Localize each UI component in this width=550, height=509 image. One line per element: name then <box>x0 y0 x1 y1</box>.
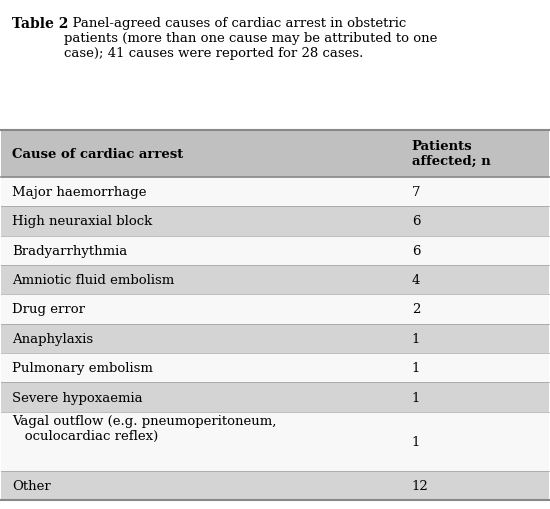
Text: 1: 1 <box>412 435 420 448</box>
Text: Table 2: Table 2 <box>12 17 69 31</box>
Text: 6: 6 <box>412 244 420 257</box>
Text: Amniotic fluid embolism: Amniotic fluid embolism <box>12 273 174 287</box>
Text: High neuraxial block: High neuraxial block <box>12 215 152 228</box>
Bar <box>2 236 548 265</box>
Text: 12: 12 <box>412 479 428 492</box>
Text: Panel-agreed causes of cardiac arrest in obstetric
patients (more than one cause: Panel-agreed causes of cardiac arrest in… <box>64 17 438 60</box>
Text: Severe hypoxaemia: Severe hypoxaemia <box>12 391 143 404</box>
Text: 1: 1 <box>412 361 420 375</box>
Bar <box>2 471 548 500</box>
Text: Other: Other <box>12 479 51 492</box>
Bar <box>2 412 548 471</box>
Text: 2: 2 <box>412 303 420 316</box>
Text: Anaphylaxis: Anaphylaxis <box>12 332 94 345</box>
Text: Cause of cardiac arrest: Cause of cardiac arrest <box>12 148 184 160</box>
Text: Bradyarrhythmia: Bradyarrhythmia <box>12 244 128 257</box>
Bar <box>2 295 548 324</box>
Bar <box>2 383 548 412</box>
Bar <box>2 207 548 236</box>
Text: 1: 1 <box>412 391 420 404</box>
Text: 4: 4 <box>412 273 420 287</box>
Text: Pulmonary embolism: Pulmonary embolism <box>12 361 153 375</box>
Text: 1: 1 <box>412 332 420 345</box>
Bar <box>2 178 548 207</box>
Bar <box>2 265 548 295</box>
Text: Major haemorrhage: Major haemorrhage <box>12 186 147 199</box>
Text: 7: 7 <box>412 186 420 199</box>
Text: Drug error: Drug error <box>12 303 85 316</box>
Bar <box>2 130 548 178</box>
Text: Vagal outflow (e.g. pneumoperitoneum,
   oculocardiac reflex): Vagal outflow (e.g. pneumoperitoneum, oc… <box>12 414 277 442</box>
Bar <box>2 353 548 383</box>
Text: 6: 6 <box>412 215 420 228</box>
Bar <box>2 324 548 353</box>
Text: Patients
affected; n: Patients affected; n <box>412 140 491 168</box>
